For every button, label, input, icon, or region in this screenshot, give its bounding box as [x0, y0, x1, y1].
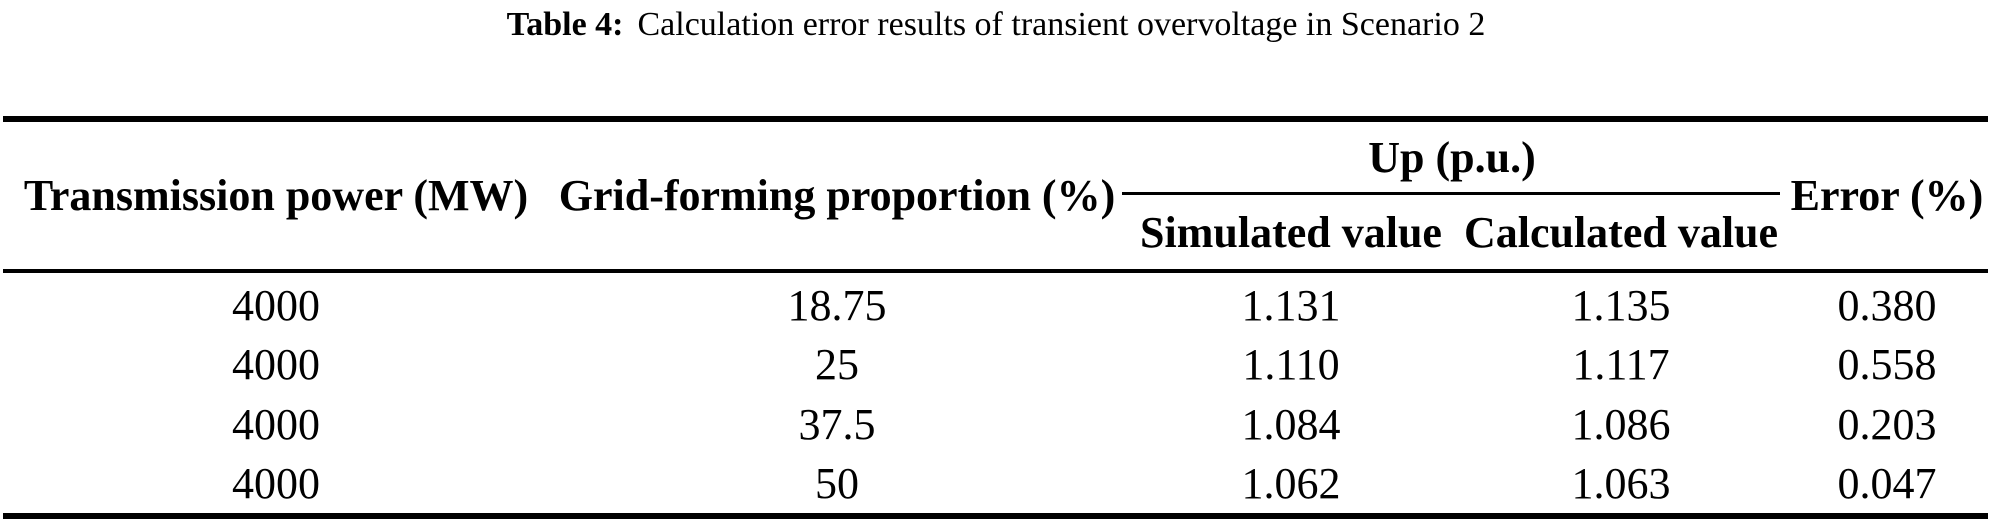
table-body: 4000 18.75 1.131 1.135 0.380 4000 25 1.1… [0, 276, 1992, 513]
cell-simulated-value: 1.131 [1241, 281, 1341, 331]
table-row: 4000 37.5 1.084 1.086 0.203 [0, 395, 1992, 454]
cell-transmission-power: 4000 [232, 399, 320, 449]
cell-grid-forming: 37.5 [798, 399, 876, 449]
cell-error: 0.047 [1837, 458, 1937, 508]
table-caption-label: Table 4: [506, 6, 624, 43]
cell-simulated-value: 1.084 [1241, 399, 1341, 449]
cell-grid-forming: 18.75 [787, 281, 887, 331]
table-row: 4000 50 1.062 1.063 0.047 [0, 454, 1992, 513]
cell-transmission-power: 4000 [232, 281, 320, 331]
cell-error: 0.558 [1837, 340, 1937, 390]
col-header-calculated-value: Calculated value [1463, 207, 1779, 257]
cell-calculated-value: 1.063 [1571, 458, 1671, 508]
cell-grid-forming: 50 [815, 458, 859, 508]
col-header-up-group: Up (p.u.) [1368, 132, 1536, 182]
table-bottom-rule [3, 513, 1988, 519]
cell-calculated-value: 1.135 [1571, 281, 1671, 331]
col-header-transmission-power: Transmission power (MW) [23, 171, 529, 220]
cell-transmission-power: 4000 [232, 458, 320, 508]
up-group-spanner-rule [1122, 192, 1780, 195]
col-header-simulated-value: Simulated value [1140, 207, 1442, 257]
cell-grid-forming: 25 [815, 340, 859, 390]
table-caption: Table 4: Calculation error results of tra… [0, 0, 1992, 50]
table-row: 4000 18.75 1.131 1.135 0.380 [0, 276, 1992, 335]
cell-error: 0.203 [1837, 399, 1937, 449]
cell-transmission-power: 4000 [232, 340, 320, 390]
cell-calculated-value: 1.086 [1571, 399, 1671, 449]
header-bottom-rule [3, 269, 1988, 273]
cell-calculated-value: 1.117 [1572, 340, 1670, 390]
table-caption-text: Calculation error results of transient o… [637, 6, 1486, 43]
table-top-rule [3, 116, 1988, 122]
cell-simulated-value: 1.062 [1241, 458, 1341, 508]
cell-simulated-value: 1.110 [1242, 340, 1340, 390]
cell-error: 0.380 [1837, 281, 1937, 331]
col-header-grid-forming: Grid-forming proportion (%) [558, 171, 1116, 220]
table-row: 4000 25 1.110 1.117 0.558 [0, 335, 1992, 394]
col-header-error: Error (%) [1790, 171, 1984, 220]
